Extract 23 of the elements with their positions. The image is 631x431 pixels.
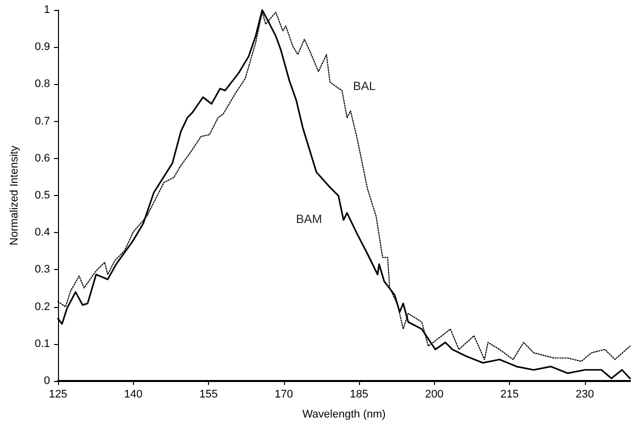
x-tick-label: 140 xyxy=(124,388,142,400)
x-tick-label: 230 xyxy=(576,388,594,400)
annotation: BAL xyxy=(353,79,376,93)
x-tick-label: 155 xyxy=(199,388,218,400)
x-tick-label: 185 xyxy=(350,388,368,400)
annotation: BAM xyxy=(296,212,322,226)
y-tick-label: 1 xyxy=(44,4,50,16)
y-tick-label: 0.1 xyxy=(34,338,50,350)
x-tick-label: 200 xyxy=(425,388,444,400)
y-tick-label: 0.5 xyxy=(34,190,50,202)
y-tick-label: 0.2 xyxy=(34,300,50,313)
x-tick-label: 215 xyxy=(500,388,519,400)
y-tick-label: 0.9 xyxy=(34,41,50,54)
x-tick-label: 170 xyxy=(274,388,293,400)
y-axis-title: Normalized Intensity xyxy=(8,145,20,246)
y-tick-label: 0.4 xyxy=(34,226,50,239)
x-tick-label: 125 xyxy=(48,388,68,400)
y-tick-label: 0.3 xyxy=(34,264,50,276)
x-axis-title: Wavelength (nm) xyxy=(302,408,386,420)
y-tick-label: 0.6 xyxy=(34,152,50,164)
y-tick-label: 0 xyxy=(44,375,50,387)
y-tick-label: 0.7 xyxy=(34,115,50,128)
y-tick-label: 0.8 xyxy=(34,78,50,90)
